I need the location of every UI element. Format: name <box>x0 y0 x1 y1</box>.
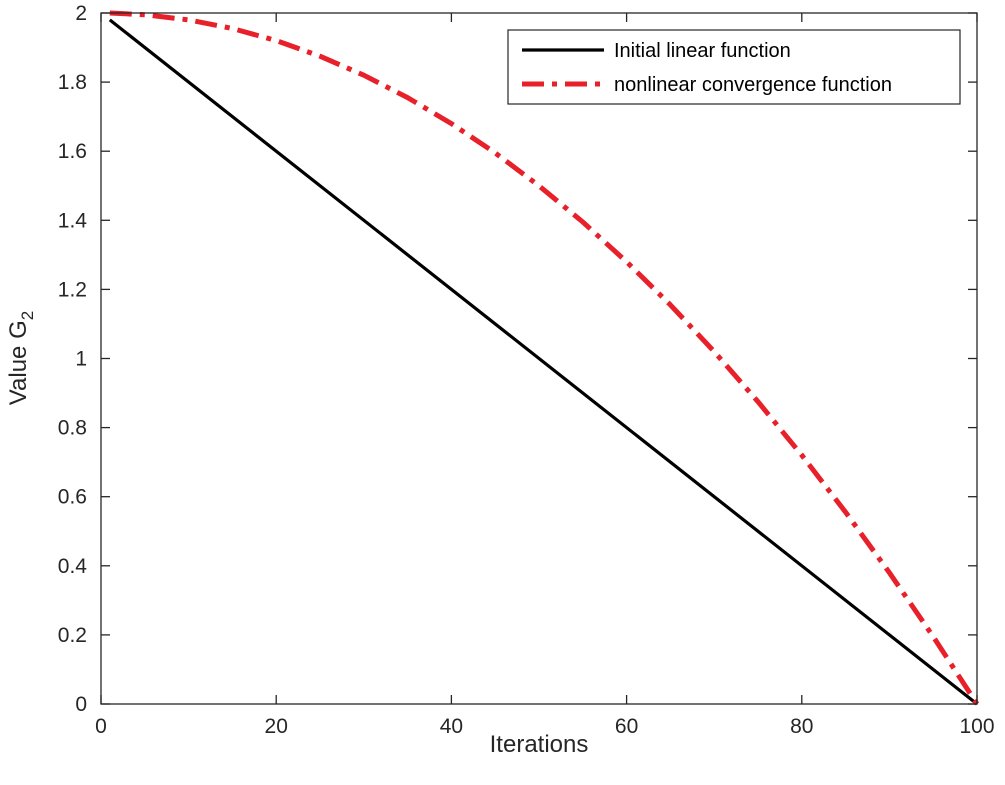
y-axis-title-subscript: 2 <box>18 311 37 320</box>
y-tick-label: 0.6 <box>58 486 87 509</box>
x-tick-label: 0 <box>95 715 107 738</box>
x-tick-label: 100 <box>959 715 994 738</box>
y-axis-title: Value G2 <box>5 311 37 405</box>
legend-label-0: Initial linear function <box>614 40 791 62</box>
series-line-1 <box>109 10 980 706</box>
series-line-0 <box>108 18 978 706</box>
x-tick-label: 20 <box>265 715 288 738</box>
y-tick-label: 0.4 <box>58 555 88 578</box>
plot-area <box>108 10 980 706</box>
y-tick-label: 2 <box>75 2 87 25</box>
y-tick-label: 1.4 <box>58 209 88 232</box>
y-tick-label: 0.8 <box>58 417 87 440</box>
x-tick-label: 80 <box>790 715 813 738</box>
legend-label-1: nonlinear convergence function <box>614 74 892 96</box>
legend: Initial linear function nonlinear converg… <box>507 29 961 105</box>
y-tick-label: 1.8 <box>58 71 87 94</box>
x-axis-title: Iterations <box>490 731 589 758</box>
x-tick-label: 40 <box>440 715 463 738</box>
y-tick-label: 0.2 <box>58 624 87 647</box>
y-tick-label: 0 <box>75 693 87 716</box>
y-tick-label: 1.6 <box>58 140 87 163</box>
legend-box <box>507 29 961 105</box>
x-tick-label: 60 <box>615 715 638 738</box>
y-axis-title-main: Value G <box>5 320 32 405</box>
axes: 0 20 40 60 80 100 0 0.2 0.4 0.6 0.8 1 1.2 1.4 1.6 1.8 2 <box>58 2 995 738</box>
y-tick-label: 1 <box>75 348 87 371</box>
y-tick-label: 1.2 <box>58 278 87 301</box>
